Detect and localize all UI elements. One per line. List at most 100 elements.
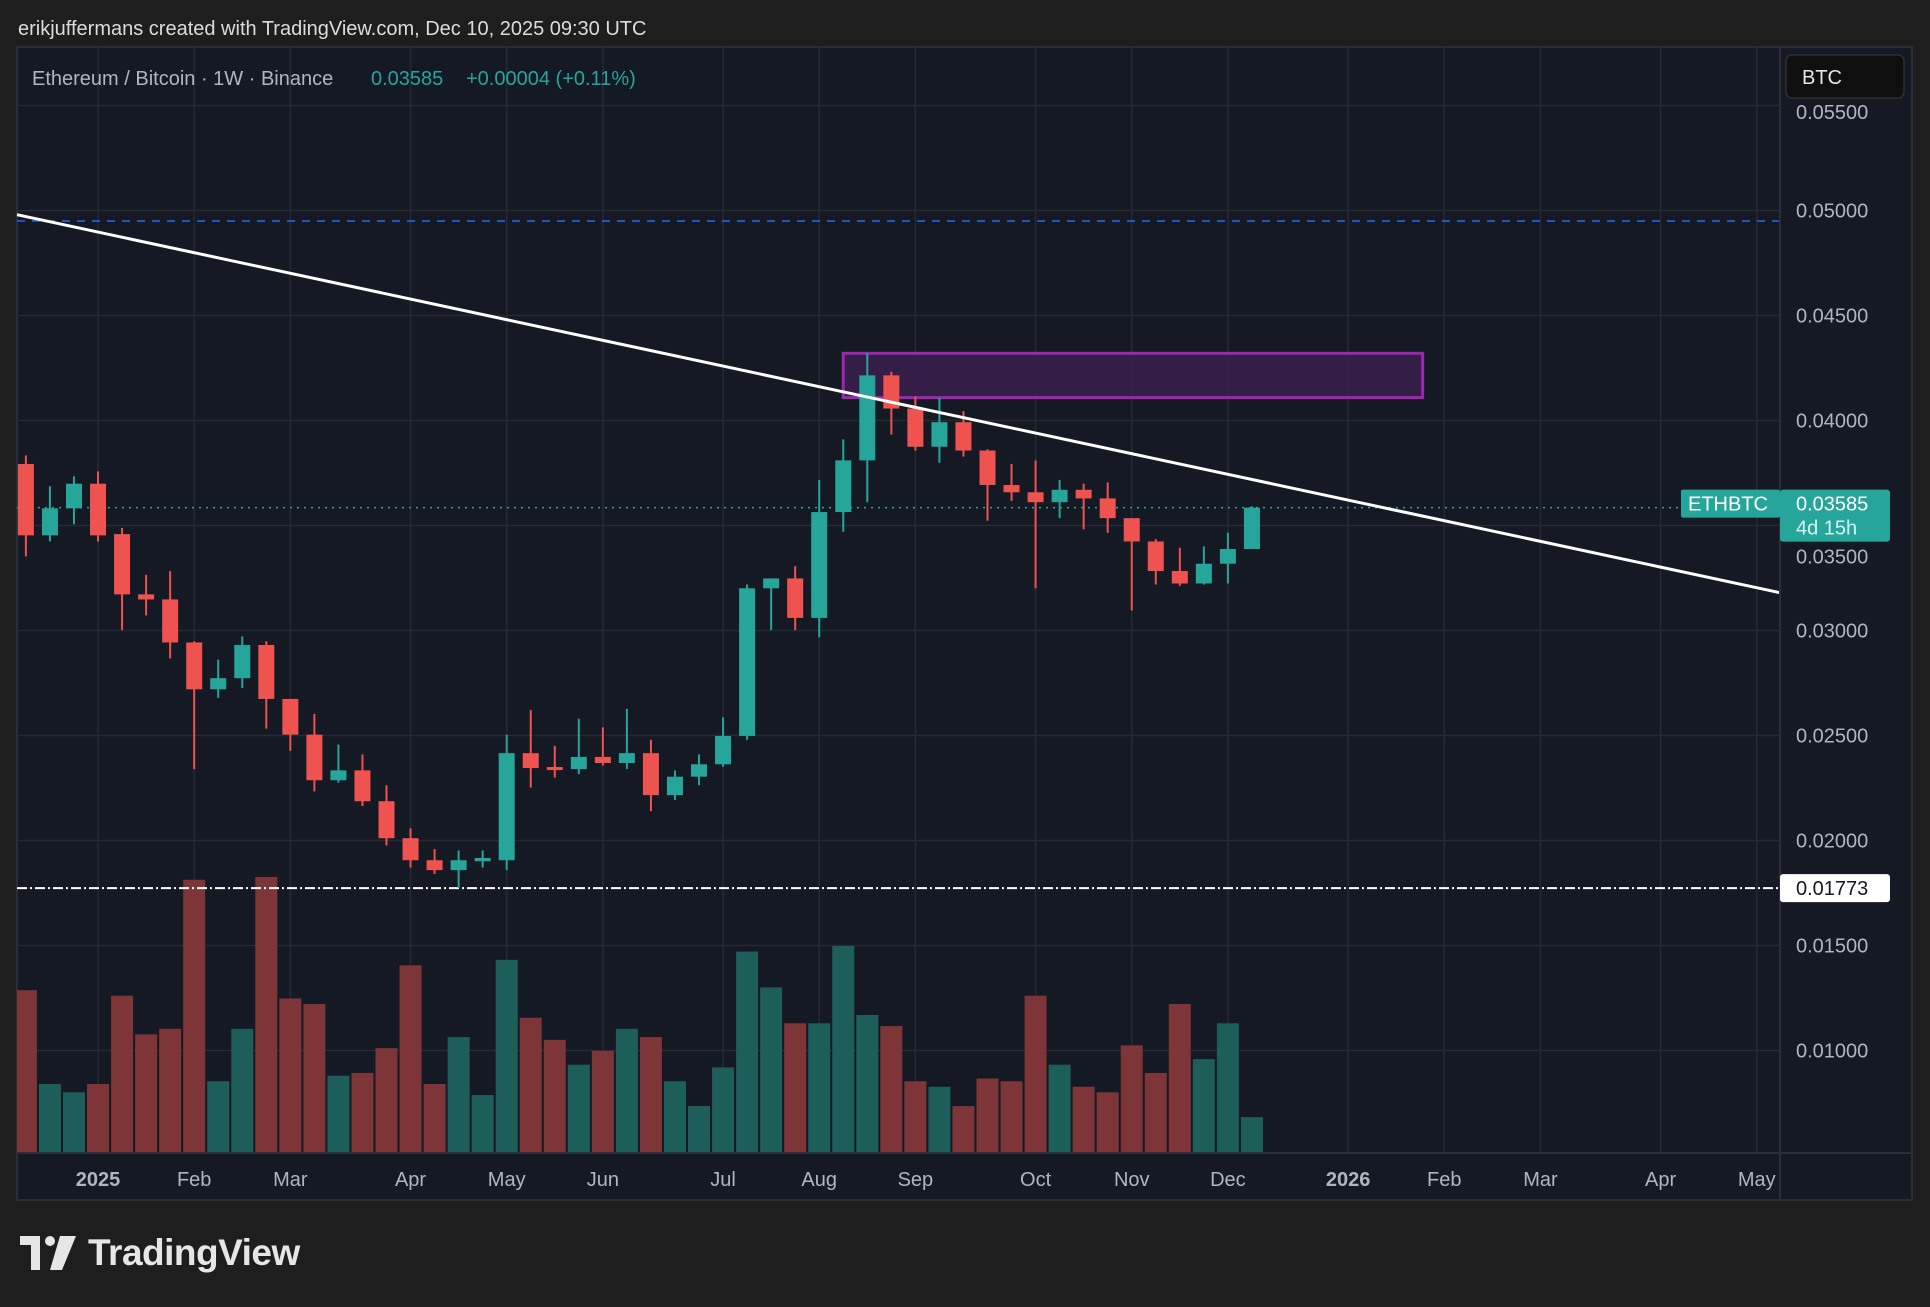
candle	[1099, 482, 1116, 533]
time-tick-label: 2025	[76, 1169, 121, 1191]
volume-bar	[904, 1081, 927, 1153]
candle-body	[546, 767, 563, 771]
candle	[570, 718, 587, 775]
volume-bar	[615, 1028, 638, 1153]
candle-body	[114, 534, 131, 595]
candle-body	[474, 857, 491, 862]
candle-body	[1171, 571, 1188, 584]
candle-body	[787, 578, 804, 618]
candle-body	[90, 483, 107, 536]
candle	[330, 744, 347, 783]
volume-bar	[471, 1095, 494, 1153]
volume-bar	[808, 1023, 831, 1153]
candle-body	[402, 838, 419, 861]
candle-body	[17, 463, 34, 536]
volume-bar	[832, 946, 855, 1153]
volume-bar	[543, 1039, 566, 1153]
time-axis[interactable]: 2025 Feb Mar Apr May Jun Jul Aug Sep Oct Nov Dec 202…	[76, 1169, 1776, 1191]
volume-bars	[17, 877, 1263, 1153]
candle-body	[1003, 484, 1020, 493]
volume-bar	[1168, 1003, 1191, 1153]
candle	[162, 571, 179, 659]
candle	[234, 636, 251, 689]
volume-bar	[952, 1106, 975, 1153]
symbol-label-box	[1681, 489, 1780, 518]
candle	[1123, 518, 1140, 611]
candle-body	[378, 801, 395, 839]
time-tick-label: Nov	[1114, 1169, 1150, 1191]
volume-bar	[1216, 1023, 1239, 1153]
candle-body	[1099, 498, 1116, 519]
candle	[618, 708, 635, 770]
volume-bar	[760, 987, 783, 1153]
candle	[787, 566, 804, 631]
last-price-label: 0.03585	[1796, 494, 1868, 516]
support-price-label: 0.01773	[1796, 878, 1868, 900]
candle	[1051, 479, 1068, 519]
volume-bar	[159, 1028, 182, 1153]
candle	[715, 717, 732, 767]
candles	[17, 353, 1260, 889]
candle	[306, 713, 323, 792]
candle-body	[258, 644, 275, 699]
candle	[1003, 463, 1020, 501]
candle-body	[907, 408, 924, 447]
candle-body	[1243, 507, 1260, 550]
candle	[114, 528, 131, 631]
candle	[258, 641, 275, 729]
candle	[522, 710, 539, 788]
candle-body	[1027, 492, 1044, 503]
volume-bar	[327, 1075, 350, 1153]
time-tick-label: Feb	[177, 1169, 211, 1191]
volume-bar	[231, 1028, 254, 1153]
candle-body	[642, 753, 659, 796]
candle	[666, 770, 683, 800]
volume-bar	[423, 1084, 446, 1153]
currency-button[interactable]: BTC	[1785, 54, 1905, 99]
price-tick-label: 0.02500	[1796, 726, 1868, 748]
price-tick-label: 0.05000	[1796, 201, 1868, 223]
drawings	[17, 220, 1780, 890]
volume-bar	[87, 1084, 110, 1153]
tradingview-logo[interactable]: TradingView	[20, 1232, 300, 1274]
volume-bar	[447, 1037, 470, 1153]
volume-bar	[1192, 1059, 1215, 1153]
volume-bar	[1000, 1081, 1023, 1153]
volume-bar	[399, 965, 422, 1153]
volume-bar	[255, 877, 278, 1153]
volume-bar	[1144, 1072, 1167, 1153]
support-price-box	[1780, 874, 1890, 903]
time-tick-label: Apr	[1645, 1169, 1676, 1191]
drawings-overlay	[16, 213, 1781, 595]
volume-bar	[183, 879, 206, 1153]
volume-bar	[1120, 1045, 1143, 1153]
time-tick-label: May	[1738, 1169, 1776, 1191]
candle-body	[1075, 489, 1092, 499]
trendline	[16, 213, 1781, 595]
volume-bar	[880, 1026, 903, 1153]
candle-body	[739, 588, 756, 736]
price-tick-label: 0.03000	[1796, 621, 1868, 643]
candle-body	[859, 375, 876, 461]
volume-bar	[663, 1081, 686, 1153]
volume-bar	[1096, 1092, 1119, 1153]
legend-change: +0.00004 (+0.11%)	[466, 68, 636, 90]
candle	[1195, 546, 1212, 585]
tradingview-wordmark: TradingView	[88, 1232, 300, 1273]
price-tick-label: 0.04500	[1796, 306, 1868, 328]
volume-bar	[207, 1081, 230, 1153]
candle	[65, 476, 82, 525]
candle	[594, 727, 611, 766]
candle-body	[426, 860, 443, 871]
last-price-box	[1780, 489, 1890, 542]
volume-bar	[567, 1064, 590, 1153]
time-tick-label: May	[488, 1169, 526, 1191]
candle	[1147, 539, 1164, 585]
candle-body	[763, 578, 780, 589]
time-tick-label: Sep	[898, 1169, 934, 1191]
price-axis[interactable]: 0.05500 0.05000 0.04500 0.04000 0.03500 0.030…	[1796, 102, 1868, 1063]
volume-bar	[712, 1067, 735, 1153]
candle-body	[1123, 518, 1140, 542]
